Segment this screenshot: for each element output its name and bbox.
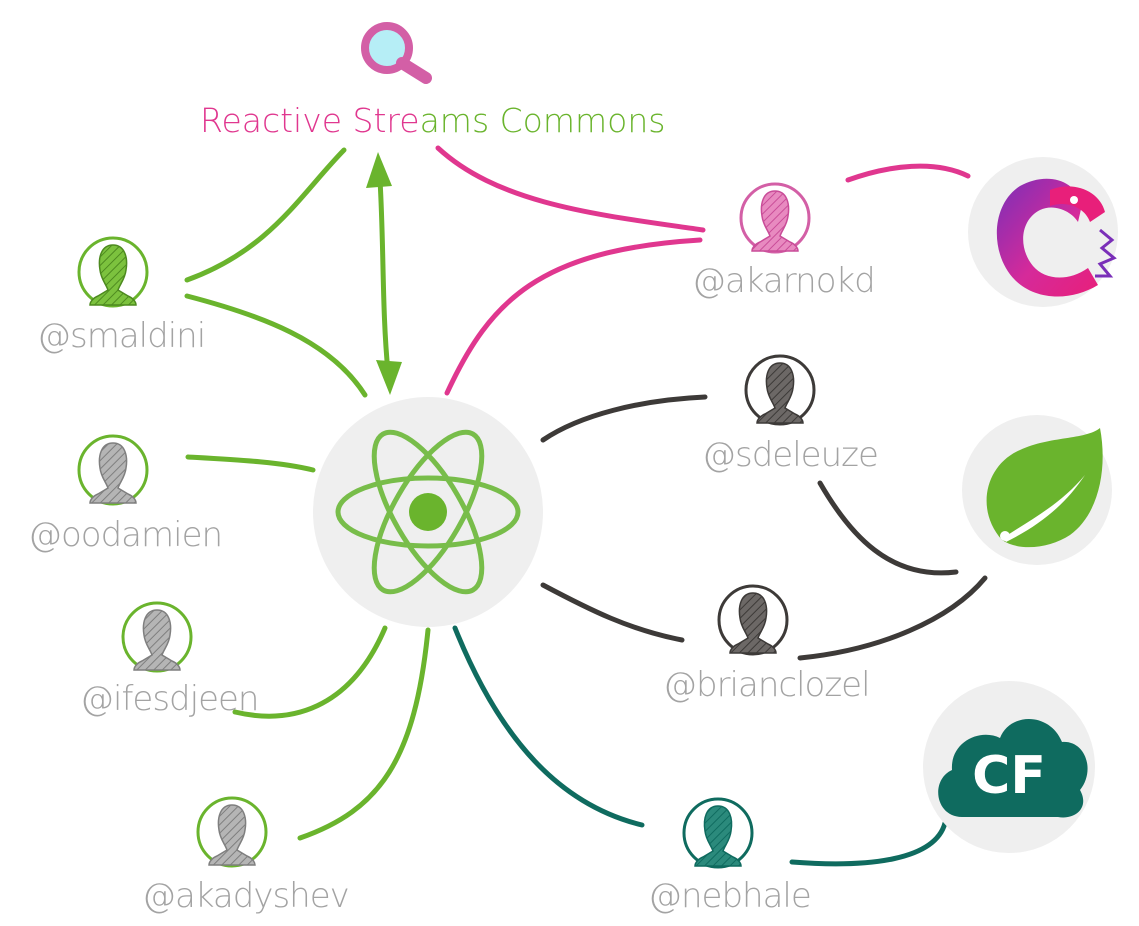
- rx-logo-node: [968, 157, 1118, 307]
- avatar-brianclozel: [717, 584, 789, 656]
- double-arrow: [366, 152, 402, 395]
- connector-brianclozel-spring: [797, 575, 988, 661]
- avatar-akadyshev: [196, 796, 268, 868]
- connector-hub-brianclozel: [540, 582, 685, 643]
- spring-logo-node: [962, 415, 1112, 565]
- reactivex-icon: [996, 178, 1117, 297]
- atom-icon: [335, 429, 521, 595]
- connector-akadyshev-hub: [297, 627, 431, 841]
- magnifier-icon: [361, 22, 432, 84]
- connections: [184, 145, 988, 867]
- avatar-smaldini: [77, 236, 149, 308]
- avatar-akarnokd: [739, 182, 811, 254]
- avatar-sdeleuze: [744, 354, 816, 426]
- handle-akadyshev: @akadyshev: [142, 876, 349, 916]
- cloudfoundry-logo-node: CF: [923, 681, 1095, 853]
- connector-smaldini-hub: [184, 293, 368, 398]
- cloud-icon: [938, 718, 1088, 818]
- avatar-oodamien: [77, 434, 149, 506]
- connector-hub-nebhale: [452, 625, 645, 828]
- connector-akarnokd-rx: [845, 163, 971, 183]
- connector-title-akarnokd: [435, 145, 706, 233]
- connector-akarnokd-hub: [444, 237, 703, 396]
- title-part-pink: Reactive Stre: [200, 101, 420, 140]
- connector-oodamien-hub: [185, 454, 316, 473]
- spring-leaf-icon: [986, 428, 1103, 548]
- handle-sdeleuze: @sdeleuze: [702, 435, 878, 475]
- title-part-green: ams Commons: [420, 101, 666, 140]
- cf-label: CF: [972, 746, 1046, 806]
- connector-nebhale-cf: [789, 820, 948, 867]
- handle-smaldini: @smaldini: [37, 316, 205, 356]
- handle-brianclozel: @brianclozel: [663, 665, 870, 705]
- handle-ifesdjeen: @ifesdjeen: [80, 679, 258, 719]
- connector-ifesdjeen-hub: [232, 625, 388, 719]
- handle-oodamien: @oodamien: [28, 515, 222, 555]
- page-title: Reactive Streams Commons: [200, 101, 665, 140]
- hub-node: [313, 397, 543, 627]
- connector-sdeleuze-spring: [817, 480, 959, 576]
- connector-hub-sdeleuze: [540, 394, 708, 443]
- avatar-nebhale: [682, 797, 754, 869]
- connector-title-smaldini: [184, 147, 347, 283]
- avatar-ifesdjeen: [121, 601, 193, 673]
- handle-akarnokd: @akarnokd: [692, 261, 875, 301]
- handle-nebhale: @nebhale: [648, 876, 811, 916]
